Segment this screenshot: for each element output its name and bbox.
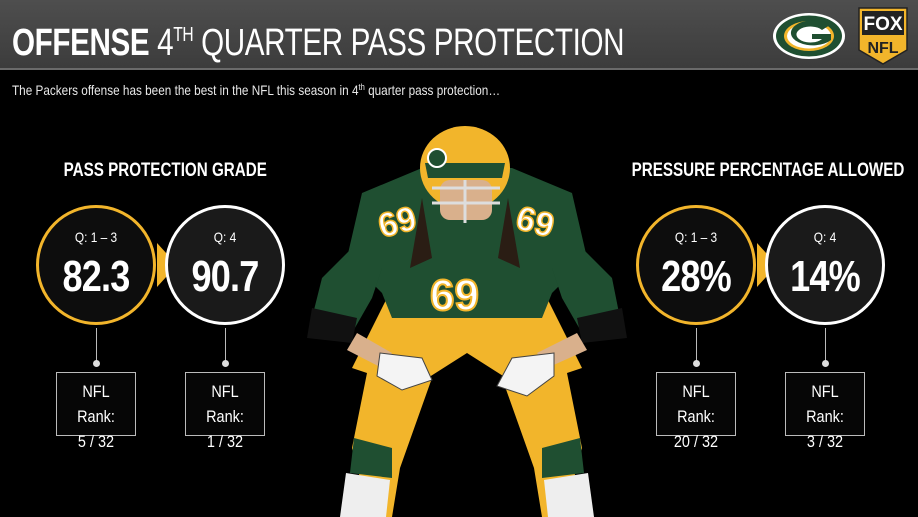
page-title: OFFENSE 4TH QUARTER PASS PROTECTION xyxy=(12,12,625,64)
connector-line xyxy=(696,328,697,364)
title-ordinal: 4 xyxy=(157,22,174,64)
quarter-label: Q: 1 – 3 xyxy=(74,229,118,245)
circle-q4-pass-grade: Q: 4 90.7 xyxy=(165,205,285,325)
rank-label: NFL Rank: xyxy=(206,382,244,426)
grade-value: 82.3 xyxy=(62,252,131,301)
title-sup: TH xyxy=(173,24,194,46)
connector-dot xyxy=(822,360,829,367)
connector-dot xyxy=(93,360,100,367)
quarter-label: Q: 1 – 3 xyxy=(674,229,718,245)
section-title-pass-protection: PASS PROTECTION GRADE xyxy=(63,160,267,181)
connector-dot xyxy=(693,360,700,367)
grade-value: 90.7 xyxy=(191,252,260,301)
pressure-value: 14% xyxy=(790,252,861,301)
nfl-text: NFL xyxy=(867,40,898,57)
subtitle-post: quarter pass protection… xyxy=(364,82,501,98)
rank-value: 3 / 32 xyxy=(806,432,844,451)
rank-box-q4-pressure: NFL Rank: 3 / 32 xyxy=(785,372,865,451)
connector-line xyxy=(96,328,97,364)
quarter-label: Q: 4 xyxy=(813,229,837,245)
subtitle: The Packers offense has been the best in… xyxy=(12,82,500,98)
title-bold: OFFENSE xyxy=(12,22,150,64)
rank-label: NFL Rank: xyxy=(806,382,844,426)
rank-box-q13-pressure: NFL Rank: 20 / 32 xyxy=(656,372,736,451)
subtitle-pre: The Packers offense has been the best in… xyxy=(12,82,359,98)
section-title-pressure-percentage: PRESSURE PERCENTAGE ALLOWED xyxy=(631,160,905,181)
rank-value: 5 / 32 xyxy=(77,432,115,451)
connector-line xyxy=(225,328,226,364)
rank-label: NFL Rank: xyxy=(77,382,115,426)
connector-dot xyxy=(222,360,229,367)
rank-label: NFL Rank: xyxy=(677,382,715,426)
rank-box-q13-pass-grade: NFL Rank: 5 / 32 xyxy=(56,372,136,451)
chest-number: 69 xyxy=(430,271,479,320)
circle-q13-pressure: Q: 1 – 3 28% xyxy=(636,205,756,325)
rank-value: 20 / 32 xyxy=(673,432,719,451)
quarter-label: Q: 4 xyxy=(213,229,237,245)
fox-text: FOX xyxy=(863,14,902,35)
subtitle-sup: th xyxy=(358,82,365,92)
connector-line xyxy=(825,328,826,364)
rank-value: 1 / 32 xyxy=(206,432,244,451)
rank-box-q4-pass-grade: NFL Rank: 1 / 32 xyxy=(185,372,265,451)
pressure-value: 28% xyxy=(661,252,732,301)
circle-q4-pressure: Q: 4 14% xyxy=(765,205,885,325)
packers-g-logo-icon xyxy=(773,13,845,59)
fox-nfl-logo-icon: FOX NFL xyxy=(858,7,908,65)
header-bar: OFFENSE 4TH QUARTER PASS PROTECTION FOX … xyxy=(0,0,918,70)
football-player-image: 69 69 69 xyxy=(307,126,627,517)
title-rest: QUARTER PASS PROTECTION xyxy=(201,22,625,64)
circle-q13-pass-grade: Q: 1 – 3 82.3 xyxy=(36,205,156,325)
shoulder-number-left: 69 xyxy=(374,199,420,245)
